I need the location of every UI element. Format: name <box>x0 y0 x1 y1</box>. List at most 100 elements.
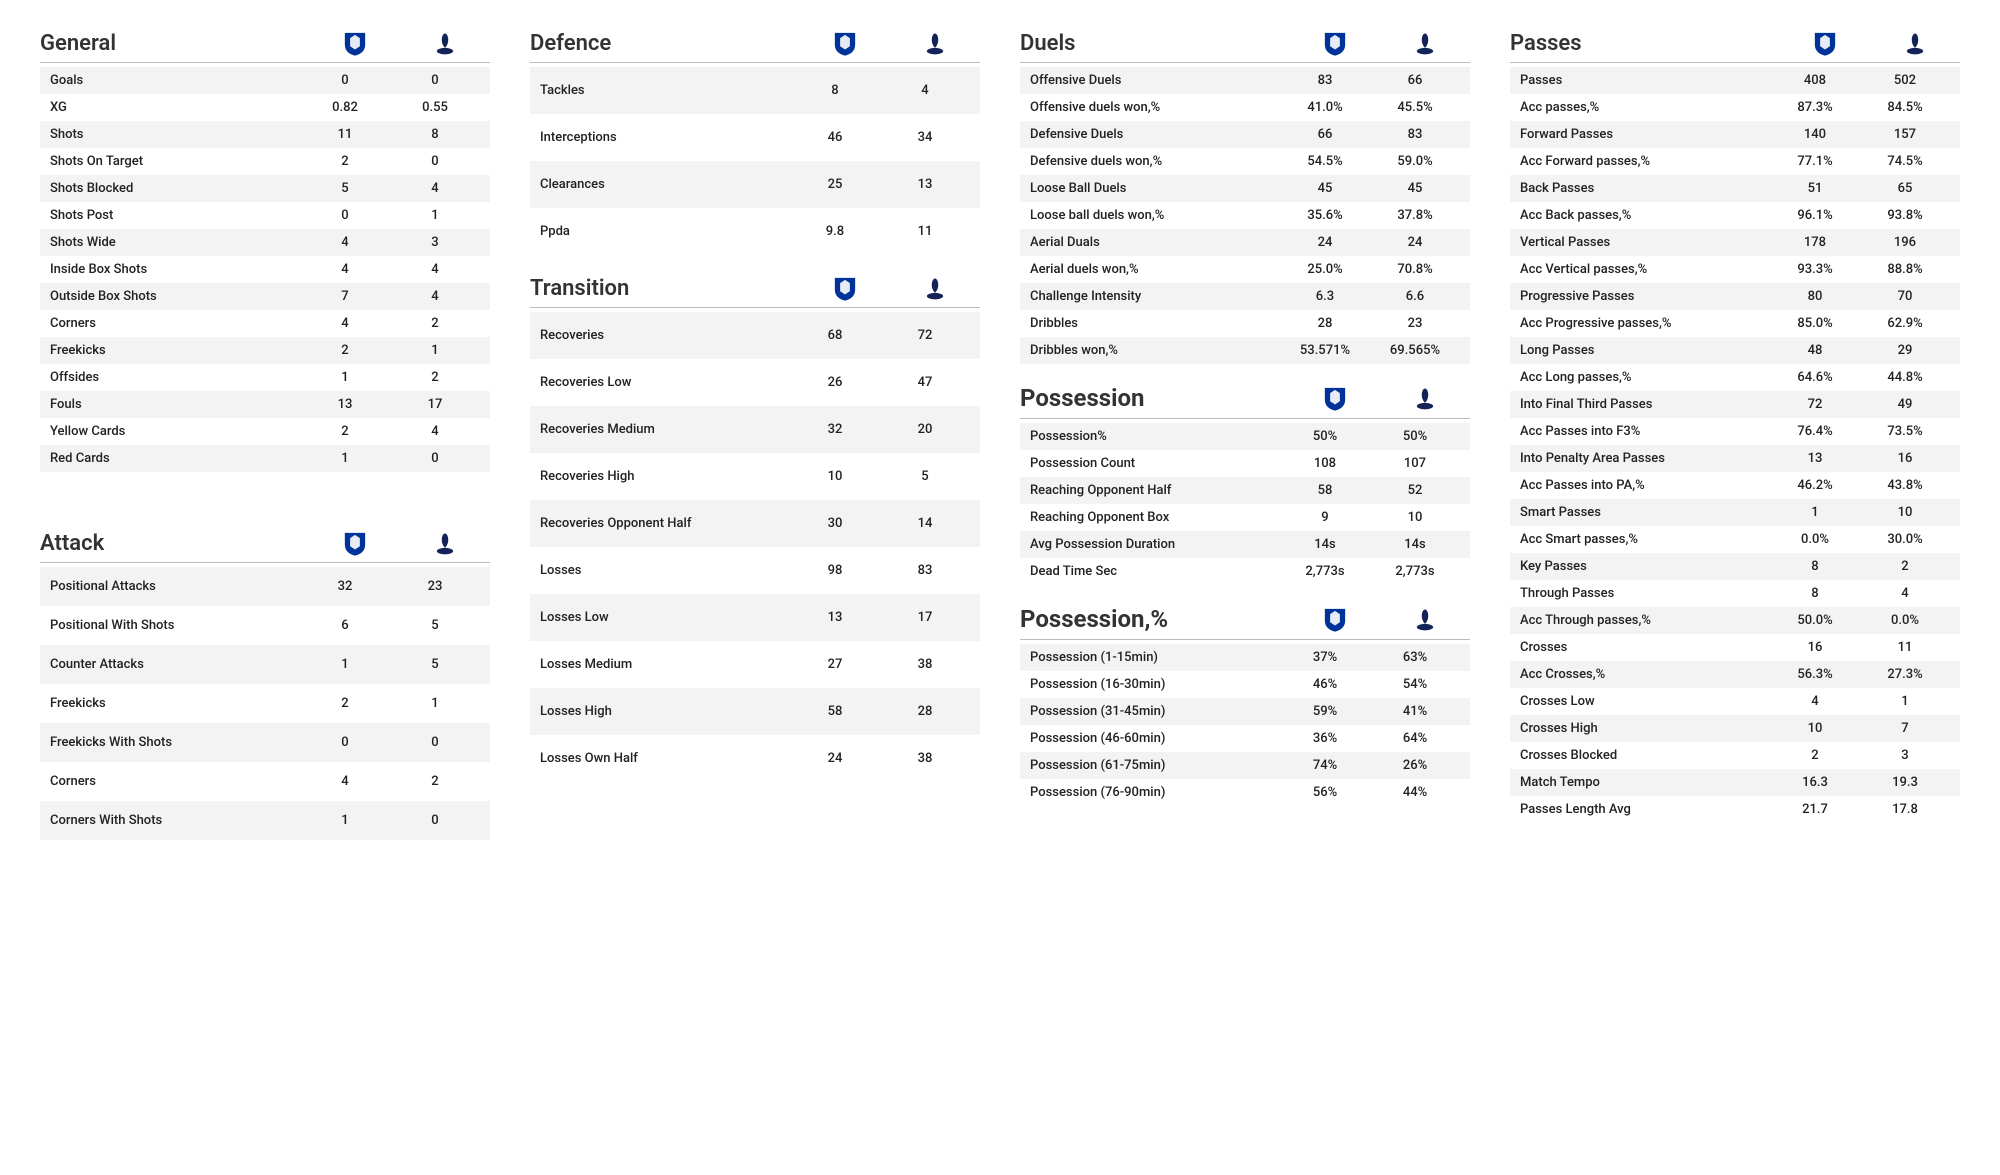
away-crest-cell <box>1380 606 1470 632</box>
stat-home-value: 1 <box>1770 505 1860 520</box>
stat-away-value: 11 <box>880 224 970 239</box>
stat-label: Crosses High <box>1520 721 1770 736</box>
section-rows: Offensive Duels 83 66 Offensive duels wo… <box>1020 67 1470 364</box>
stat-away-value: 2 <box>390 316 480 331</box>
stat-label: Aerial duels won,% <box>1030 262 1280 277</box>
crest-away-icon <box>922 30 948 56</box>
stat-home-value: 5 <box>300 181 390 196</box>
stat-home-value: 76.4% <box>1770 424 1860 439</box>
stat-row: Offensive Duels 83 66 <box>1020 67 1470 94</box>
stat-home-value: 48 <box>1770 343 1860 358</box>
stat-away-value: 64% <box>1370 731 1460 746</box>
stat-away-value: 84.5% <box>1860 100 1950 115</box>
stat-away-value: 1 <box>390 343 480 358</box>
stat-home-value: 14s <box>1280 537 1370 552</box>
stat-home-value: 28 <box>1280 316 1370 331</box>
crest-home-icon <box>832 275 858 301</box>
away-crest-cell <box>1870 30 1960 56</box>
stat-home-value: 56% <box>1280 785 1370 800</box>
section-header: Passes <box>1510 30 1960 63</box>
stat-label: Smart Passes <box>1520 505 1770 520</box>
stat-row: Possession (16-30min) 46% 54% <box>1020 671 1470 698</box>
stat-home-value: 51 <box>1770 181 1860 196</box>
stat-row: Losses Low 13 17 <box>530 594 980 641</box>
stat-label: Corners With Shots <box>50 813 300 828</box>
stat-label: Passes <box>1520 73 1770 88</box>
stat-row: Passes 408 502 <box>1510 67 1960 94</box>
stat-label: Through Passes <box>1520 586 1770 601</box>
stat-away-value: 4 <box>390 424 480 439</box>
stat-label: XG <box>50 100 300 115</box>
stat-home-value: 54.5% <box>1280 154 1370 169</box>
stat-home-value: 24 <box>790 751 880 766</box>
stat-away-value: 34 <box>880 130 970 145</box>
section-title: General <box>40 31 310 56</box>
stat-home-value: 4 <box>300 235 390 250</box>
stat-away-value: 72 <box>880 328 970 343</box>
stat-label: Into Final Third Passes <box>1520 397 1770 412</box>
stat-home-value: 21.7 <box>1770 802 1860 817</box>
section-rows: Passes 408 502 Acc passes,% 87.3% 84.5% … <box>1510 67 1960 823</box>
away-crest-cell <box>400 530 490 556</box>
stat-row: Aerial duels won,% 25.0% 70.8% <box>1020 256 1470 283</box>
stat-away-value: 3 <box>1860 748 1950 763</box>
stat-label: Avg Possession Duration <box>1030 537 1280 552</box>
stat-row: Long Passes 48 29 <box>1510 337 1960 364</box>
stat-home-value: 32 <box>790 422 880 437</box>
stat-home-value: 10 <box>1770 721 1860 736</box>
stat-away-value: 59.0% <box>1370 154 1460 169</box>
home-crest-cell <box>1780 30 1870 56</box>
stat-label: Passes Length Avg <box>1520 802 1770 817</box>
crest-home-icon <box>1322 606 1348 632</box>
stat-row: Goals 0 0 <box>40 67 490 94</box>
stat-home-value: 0 <box>300 208 390 223</box>
stat-row: Recoveries Low 26 47 <box>530 359 980 406</box>
stat-label: Recoveries Low <box>540 375 790 390</box>
stats-grid: General Goals 0 0 XG 0.82 0.55 Shots 11 … <box>40 30 1960 840</box>
stat-row: Through Passes 8 4 <box>1510 580 1960 607</box>
stat-home-value: 10 <box>790 469 880 484</box>
stat-row: Reaching Opponent Half 58 52 <box>1020 477 1470 504</box>
stat-home-value: 1 <box>300 813 390 828</box>
stat-away-value: 5 <box>880 469 970 484</box>
stat-row: Shots On Target 2 0 <box>40 148 490 175</box>
stat-home-value: 2,773s <box>1280 564 1370 579</box>
stat-away-value: 65 <box>1860 181 1950 196</box>
stat-away-value: 4 <box>390 289 480 304</box>
stat-label: Reaching Opponent Half <box>1030 483 1280 498</box>
stat-row: Fouls 13 17 <box>40 391 490 418</box>
stat-row: Shots Blocked 5 4 <box>40 175 490 202</box>
stat-row: Key Passes 8 2 <box>1510 553 1960 580</box>
stat-row: Losses Own Half 24 38 <box>530 735 980 782</box>
crest-home-icon <box>1322 30 1348 56</box>
stat-label: Positional With Shots <box>50 618 300 633</box>
stat-away-value: 4 <box>390 262 480 277</box>
stat-row: Defensive Duels 66 83 <box>1020 121 1470 148</box>
stat-home-value: 1 <box>300 657 390 672</box>
stat-label: Outside Box Shots <box>50 289 300 304</box>
stat-label: Corners <box>50 316 300 331</box>
section-rows: Possession% 50% 50% Possession Count 108… <box>1020 423 1470 585</box>
stat-row: Corners With Shots 1 0 <box>40 801 490 840</box>
stat-away-value: 0 <box>390 735 480 750</box>
stat-row: Positional Attacks 32 23 <box>40 567 490 606</box>
stat-home-value: 32 <box>300 579 390 594</box>
stat-label: Losses Own Half <box>540 751 790 766</box>
stat-label: Loose Ball Duels <box>1030 181 1280 196</box>
section-title: Transition <box>530 276 800 301</box>
stat-row: Interceptions 46 34 <box>530 114 980 161</box>
home-crest-cell <box>310 30 400 56</box>
stat-away-value: 7 <box>1860 721 1950 736</box>
stat-label: Long Passes <box>1520 343 1770 358</box>
stat-home-value: 4 <box>300 316 390 331</box>
stat-away-value: 157 <box>1860 127 1950 142</box>
stat-label: Shots <box>50 127 300 142</box>
crest-away-icon <box>1412 606 1438 632</box>
section-header: Defence <box>530 30 980 63</box>
stat-away-value: 41% <box>1370 704 1460 719</box>
stat-away-value: 4 <box>1860 586 1950 601</box>
stat-home-value: 26 <box>790 375 880 390</box>
home-crest-cell <box>1290 385 1380 411</box>
home-crest-cell <box>1290 30 1380 56</box>
home-crest-cell <box>800 275 890 301</box>
